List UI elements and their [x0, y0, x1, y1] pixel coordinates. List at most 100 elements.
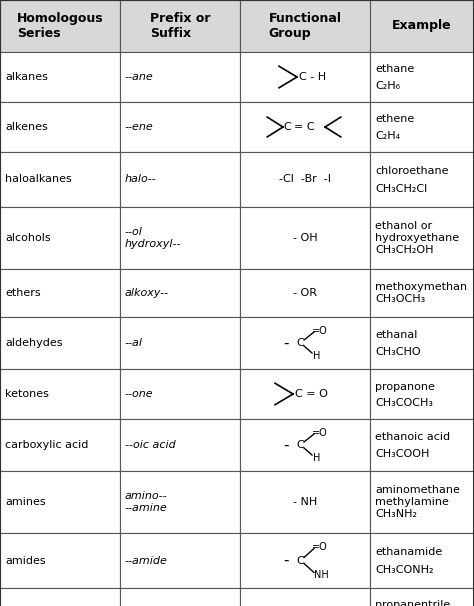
- Bar: [240, 152, 370, 207]
- Bar: [370, 588, 474, 606]
- Text: - NH: - NH: [293, 497, 317, 507]
- Bar: [0, 369, 120, 419]
- Bar: [370, 102, 474, 152]
- Text: aminomethane
methylamine
CH₃NH₂: aminomethane methylamine CH₃NH₂: [375, 485, 460, 519]
- Bar: [240, 0, 370, 52]
- Text: propanentrile: propanentrile: [375, 601, 450, 606]
- Bar: [370, 419, 474, 471]
- Bar: [370, 369, 474, 419]
- Text: --ol
hydroxyl--: --ol hydroxyl--: [125, 227, 182, 249]
- Bar: [120, 317, 240, 369]
- Text: ethanamide: ethanamide: [375, 547, 442, 558]
- Bar: [0, 471, 120, 533]
- Bar: [120, 269, 240, 317]
- Text: carboxylic acid: carboxylic acid: [5, 440, 88, 450]
- Bar: [240, 102, 370, 152]
- Text: -: -: [283, 336, 289, 350]
- Bar: [240, 471, 370, 533]
- Bar: [240, 317, 370, 369]
- Text: ethanol or
hydroxyethane
CH₃CH₂OH: ethanol or hydroxyethane CH₃CH₂OH: [375, 221, 459, 255]
- Text: C₂H₆: C₂H₆: [375, 81, 400, 91]
- Bar: [370, 52, 474, 102]
- Text: --amide: --amide: [125, 556, 168, 565]
- Text: - OR: - OR: [293, 288, 317, 298]
- Text: --ane: --ane: [125, 72, 154, 82]
- Text: alkenes: alkenes: [5, 122, 48, 132]
- Bar: [0, 533, 120, 588]
- Text: --ene: --ene: [125, 122, 154, 132]
- Text: ethane: ethane: [375, 64, 414, 75]
- Text: CH₃CONH₂: CH₃CONH₂: [375, 565, 434, 576]
- Text: Functional
Group: Functional Group: [268, 12, 341, 40]
- Text: CH₃CH₂Cl: CH₃CH₂Cl: [375, 184, 427, 195]
- Bar: [0, 269, 120, 317]
- Bar: [240, 269, 370, 317]
- Text: H: H: [313, 351, 321, 361]
- Bar: [120, 152, 240, 207]
- Bar: [120, 419, 240, 471]
- Text: C₂H₄: C₂H₄: [375, 131, 400, 141]
- Text: chloroethane: chloroethane: [375, 166, 448, 176]
- Bar: [370, 152, 474, 207]
- Bar: [0, 588, 120, 606]
- Bar: [120, 0, 240, 52]
- Text: -Cl  -Br  -I: -Cl -Br -I: [279, 175, 331, 184]
- Text: ethanoic acid: ethanoic acid: [375, 432, 450, 442]
- Bar: [240, 52, 370, 102]
- Text: aldehydes: aldehydes: [5, 338, 63, 348]
- Bar: [120, 102, 240, 152]
- Bar: [370, 471, 474, 533]
- Bar: [370, 317, 474, 369]
- Bar: [370, 269, 474, 317]
- Bar: [0, 52, 120, 102]
- Text: ketones: ketones: [5, 389, 49, 399]
- Text: alkanes: alkanes: [5, 72, 48, 82]
- Bar: [240, 369, 370, 419]
- Text: ethanal: ethanal: [375, 330, 418, 340]
- Text: C: C: [296, 556, 304, 565]
- Text: Homologous
Series: Homologous Series: [17, 12, 103, 40]
- Text: ethers: ethers: [5, 288, 41, 298]
- Text: halo--: halo--: [125, 175, 157, 184]
- Text: --one: --one: [125, 389, 154, 399]
- Text: CH₃COCH₃: CH₃COCH₃: [375, 398, 433, 408]
- Text: -: -: [283, 438, 289, 453]
- Text: haloalkanes: haloalkanes: [5, 175, 72, 184]
- Bar: [240, 207, 370, 269]
- Text: methoxymethan
CH₃OCH₃: methoxymethan CH₃OCH₃: [375, 282, 467, 304]
- Text: amines: amines: [5, 497, 46, 507]
- Text: =O: =O: [312, 428, 328, 438]
- Text: amides: amides: [5, 556, 46, 565]
- Text: amino--
--amine: amino-- --amine: [125, 491, 168, 513]
- Text: ethene: ethene: [375, 115, 414, 124]
- Text: Example: Example: [392, 19, 452, 33]
- Text: CH₃COOH: CH₃COOH: [375, 450, 429, 459]
- Bar: [120, 533, 240, 588]
- Text: C = O: C = O: [295, 389, 328, 399]
- Bar: [240, 588, 370, 606]
- Bar: [120, 588, 240, 606]
- Text: alcohols: alcohols: [5, 233, 51, 243]
- Text: --al: --al: [125, 338, 143, 348]
- Text: =O: =O: [312, 326, 328, 336]
- Bar: [0, 419, 120, 471]
- Bar: [240, 419, 370, 471]
- Bar: [370, 207, 474, 269]
- Bar: [0, 0, 120, 52]
- Text: -: -: [283, 553, 289, 568]
- Bar: [240, 533, 370, 588]
- Text: Prefix or
Suffix: Prefix or Suffix: [150, 12, 210, 40]
- Text: C: C: [296, 338, 304, 348]
- Bar: [370, 0, 474, 52]
- Text: C - H: C - H: [299, 72, 326, 82]
- Bar: [0, 102, 120, 152]
- Bar: [370, 533, 474, 588]
- Text: C: C: [283, 122, 291, 132]
- Text: propanone: propanone: [375, 382, 435, 391]
- Text: = C: = C: [294, 122, 314, 132]
- Bar: [0, 317, 120, 369]
- Text: CH₃CHO: CH₃CHO: [375, 347, 420, 358]
- Bar: [0, 207, 120, 269]
- Text: H: H: [313, 453, 321, 463]
- Bar: [120, 207, 240, 269]
